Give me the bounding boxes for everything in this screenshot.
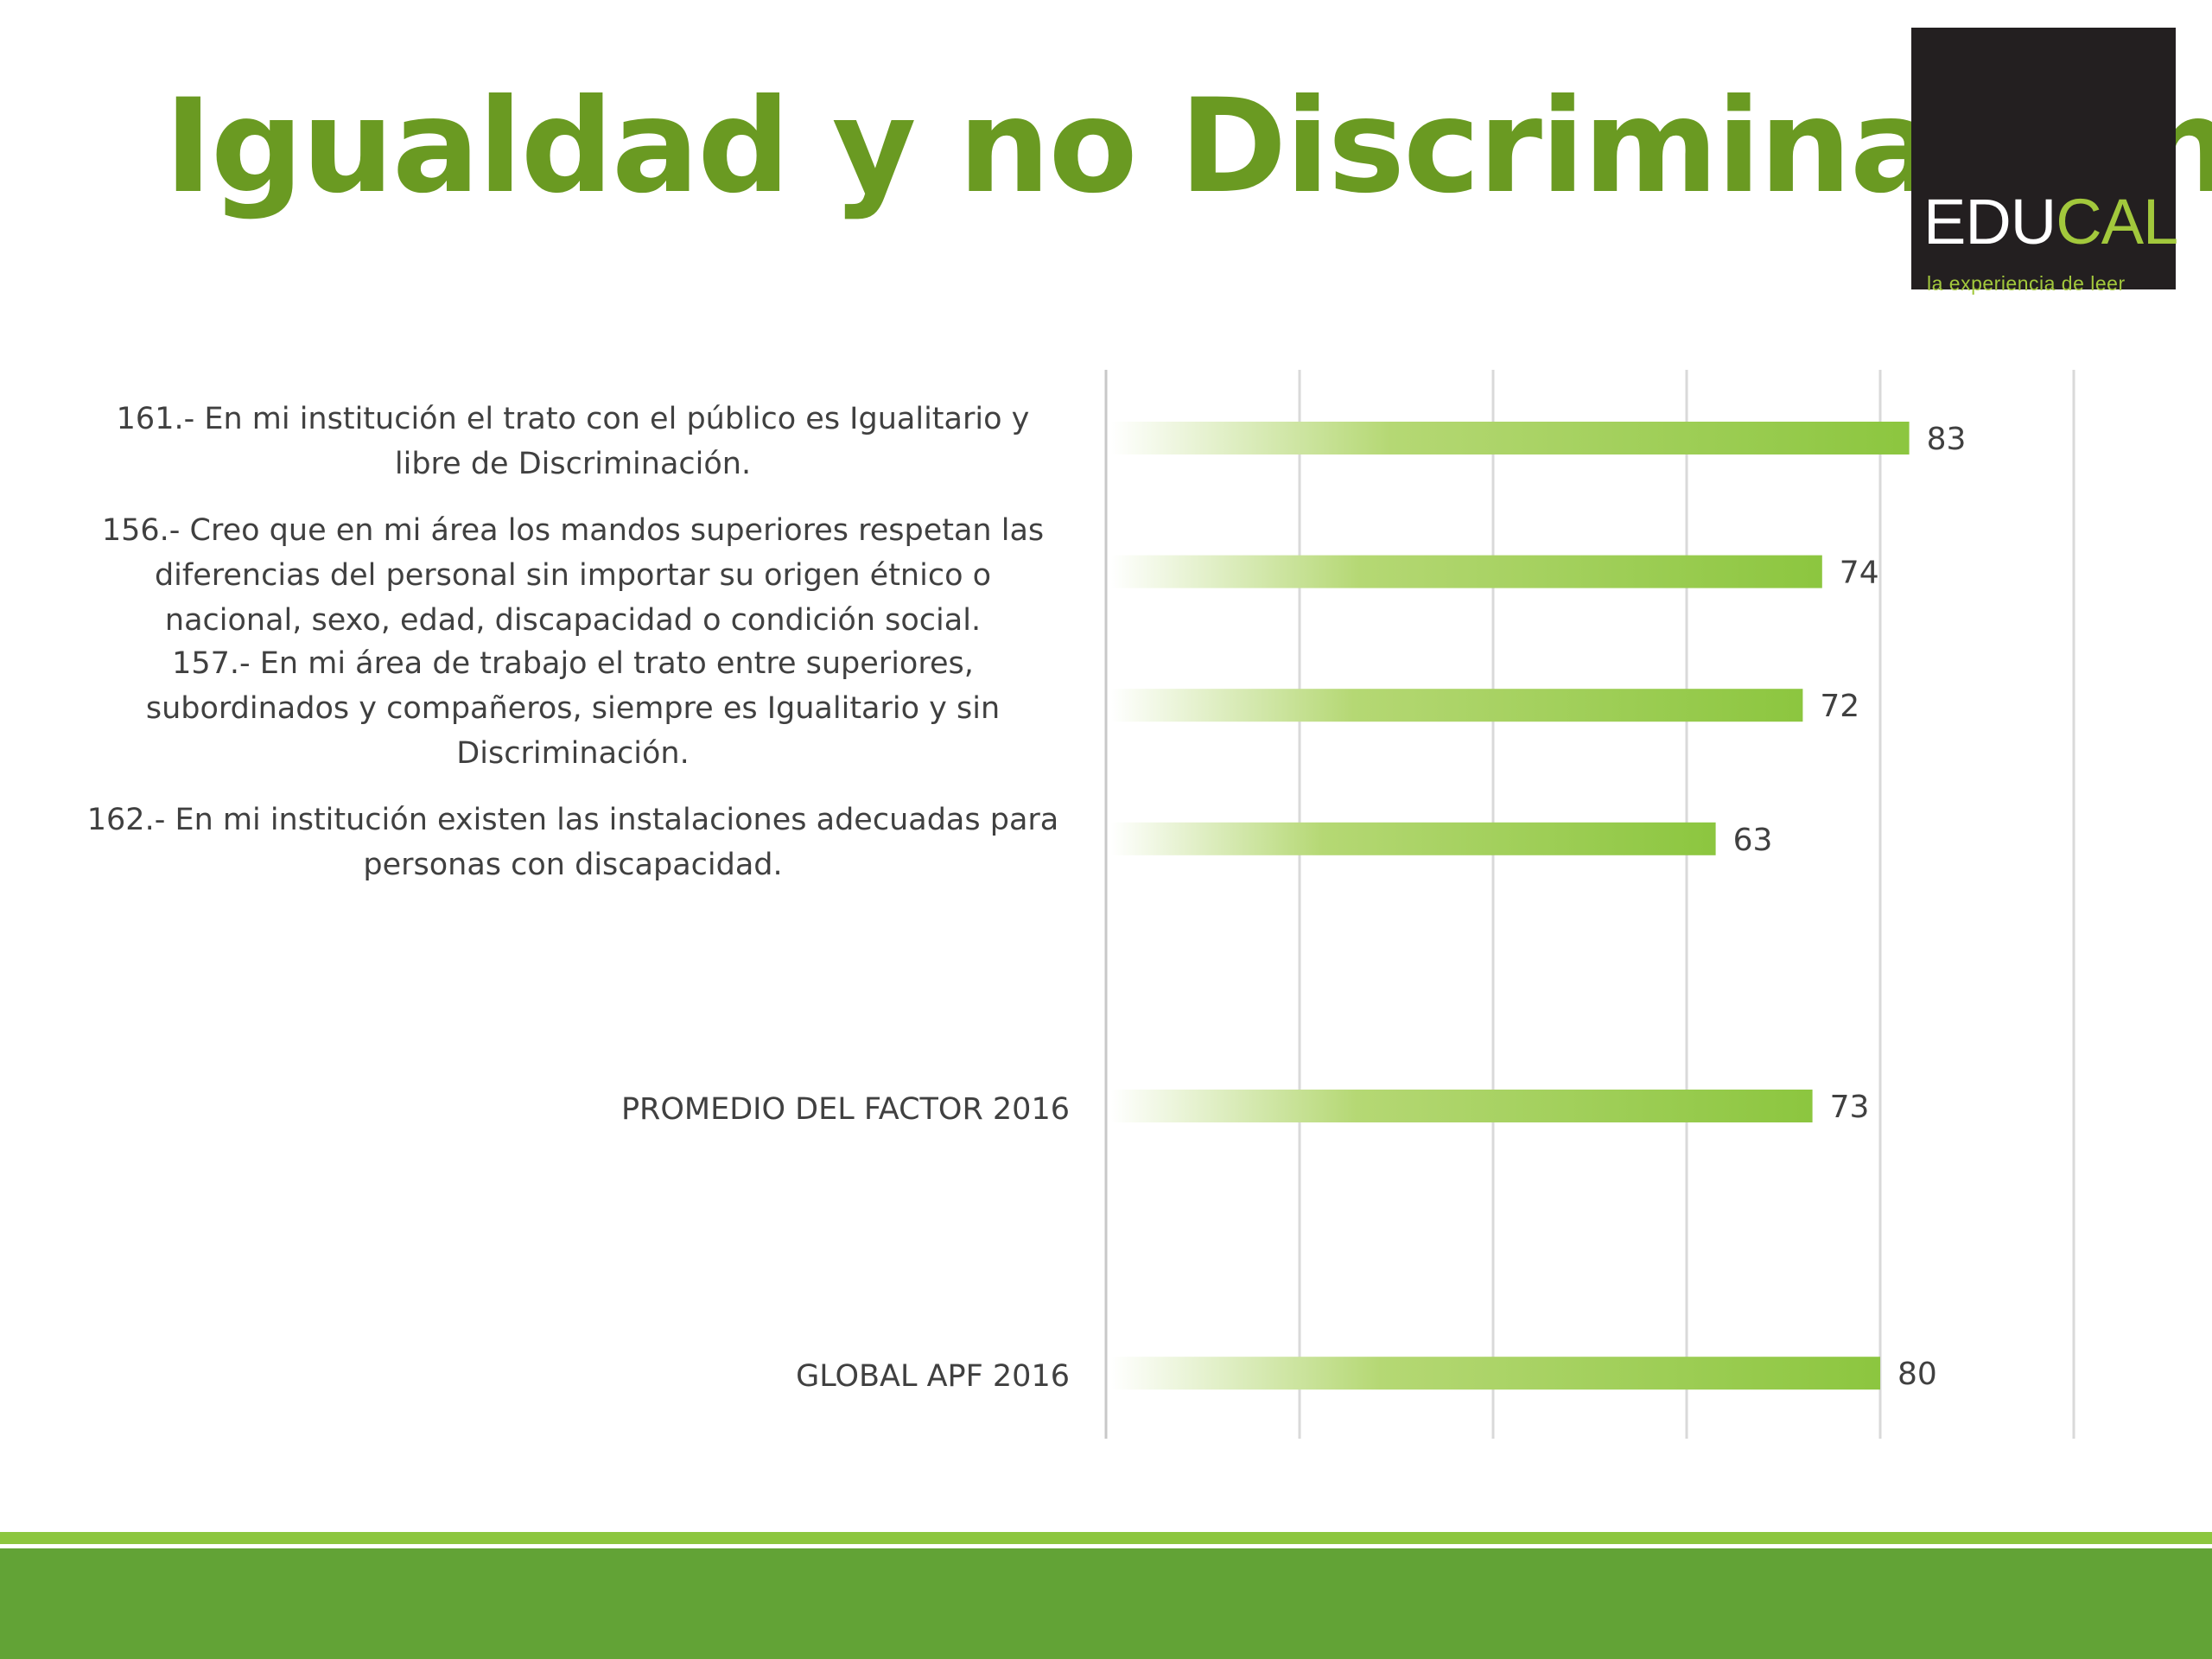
category-label: 162.- En mi institución existen las inst… xyxy=(86,802,1059,882)
category-label: 161.- En mi institución el trato con el … xyxy=(116,402,1030,481)
chart-value-labels: 83 74 72 63 73 80 xyxy=(1733,422,1967,1392)
category-label: GLOBAL APF 2016 xyxy=(796,1359,1070,1395)
category-label: 157.- En mi área de trabajo el trato ent… xyxy=(145,646,1001,772)
bar xyxy=(1111,689,1803,722)
bar-chart: 83 74 72 63 73 80 xyxy=(1104,370,2075,1439)
logo-wordmark: EDUCAL xyxy=(1923,186,2178,257)
category-label: 156.- Creo que en mi área los mandos sup… xyxy=(101,512,1045,638)
bar-value-label: 83 xyxy=(1927,422,1967,457)
bar-value-label: 72 xyxy=(1820,689,1859,724)
educal-logo: EDUCAL la experiencia de leer xyxy=(1911,28,2178,295)
footer-stripe xyxy=(0,1532,2212,1544)
bar-value-label: 73 xyxy=(1830,1090,1870,1125)
bar xyxy=(1111,822,1716,855)
chart-gridlines xyxy=(1104,370,2075,1439)
bar xyxy=(1111,1357,1880,1390)
bar-value-label: 74 xyxy=(1840,556,1879,591)
bar-value-label: 63 xyxy=(1733,823,1773,858)
bar xyxy=(1111,555,1822,588)
logo-word-main: EDU xyxy=(1923,186,2056,257)
bar xyxy=(1111,422,1910,454)
logo-tagline: la experiencia de leer xyxy=(1927,272,2126,295)
footer-band xyxy=(0,1548,2212,1659)
logo-word-accent: CAL xyxy=(2056,186,2178,257)
category-label: PROMEDIO DEL FACTOR 2016 xyxy=(620,1092,1070,1127)
bar xyxy=(1111,1090,1813,1122)
chart-bars xyxy=(1111,422,1910,1390)
bar-value-label: 80 xyxy=(1897,1357,1937,1392)
slide-title: Igualdad y no Discriminación xyxy=(164,72,2212,222)
